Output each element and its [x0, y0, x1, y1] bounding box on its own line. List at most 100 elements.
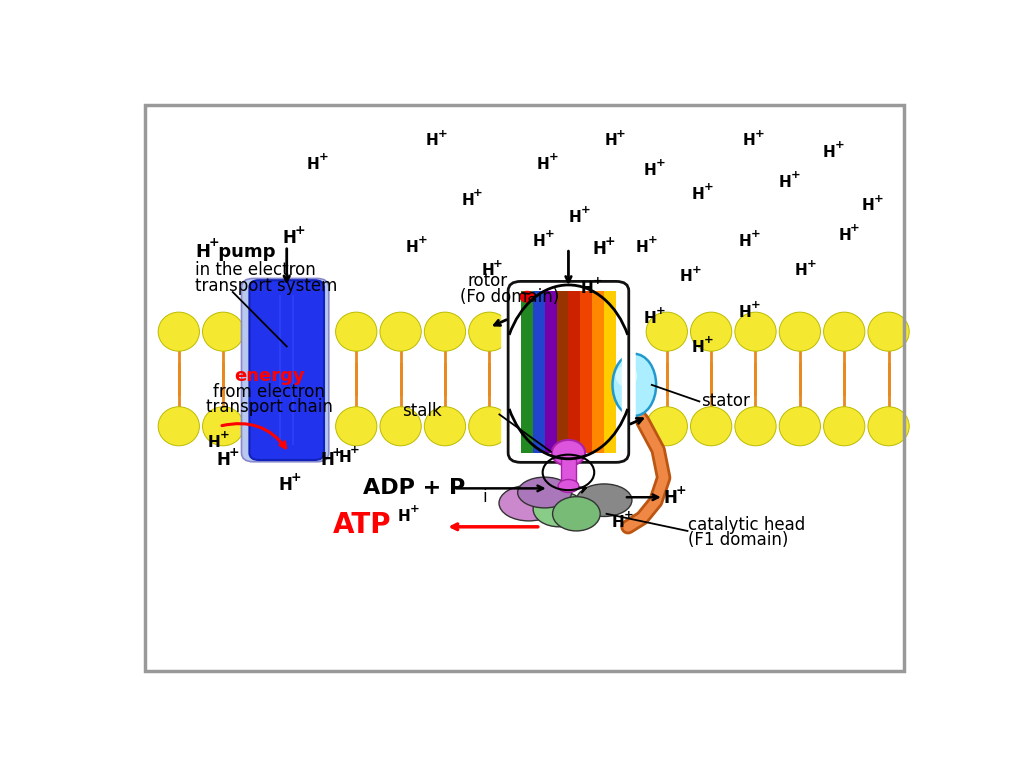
Ellipse shape [336, 407, 377, 445]
Text: H: H [397, 509, 411, 524]
Ellipse shape [735, 407, 776, 445]
Text: H: H [795, 263, 807, 279]
Circle shape [520, 291, 535, 302]
Text: +: + [655, 158, 666, 168]
Text: H: H [592, 240, 606, 258]
Text: +: + [691, 264, 701, 274]
Bar [581, 291, 592, 453]
Ellipse shape [158, 407, 200, 445]
Ellipse shape [646, 312, 687, 351]
Ellipse shape [380, 407, 421, 445]
Ellipse shape [203, 407, 244, 445]
Ellipse shape [615, 365, 637, 387]
Text: +: + [350, 445, 360, 455]
Text: +: + [807, 259, 816, 269]
Text: +: + [703, 182, 713, 192]
Text: +: + [616, 128, 626, 138]
Text: +: + [291, 472, 301, 485]
Text: H: H [664, 489, 678, 507]
Text: i: i [482, 488, 486, 505]
Text: +: + [648, 235, 657, 245]
Text: (F1 domain): (F1 domain) [688, 531, 788, 549]
Text: stator: stator [701, 392, 750, 410]
Text: +: + [751, 229, 761, 239]
Text: H: H [680, 270, 692, 284]
Text: H: H [217, 451, 230, 468]
Ellipse shape [469, 312, 510, 351]
Text: H: H [739, 234, 752, 249]
Text: H: H [568, 210, 582, 225]
Text: H: H [743, 134, 756, 148]
Bar [545, 291, 557, 453]
Ellipse shape [158, 312, 200, 351]
Text: (Fo domain): (Fo domain) [460, 288, 559, 306]
Bar [521, 291, 532, 453]
Text: H: H [644, 311, 656, 326]
FancyBboxPatch shape [250, 280, 324, 460]
Text: H: H [604, 134, 616, 148]
Text: +: + [655, 306, 666, 316]
Text: +: + [624, 510, 634, 520]
Ellipse shape [558, 479, 579, 492]
Text: +: + [494, 259, 503, 269]
Text: H: H [739, 305, 752, 320]
Ellipse shape [499, 485, 558, 521]
Text: transport chain: transport chain [206, 399, 333, 416]
Text: H: H [532, 234, 546, 249]
Text: ADP + P: ADP + P [362, 478, 465, 498]
Ellipse shape [577, 484, 632, 516]
Text: H: H [321, 451, 334, 468]
Text: H: H [581, 281, 593, 296]
Bar [532, 291, 545, 453]
Text: H: H [778, 175, 792, 190]
Ellipse shape [612, 354, 656, 416]
Ellipse shape [553, 497, 600, 531]
Text: +: + [850, 223, 860, 233]
Text: +: + [581, 205, 590, 215]
Text: +: + [208, 236, 219, 249]
Text: H: H [481, 263, 494, 279]
Text: H: H [196, 243, 211, 261]
Ellipse shape [203, 312, 244, 351]
Ellipse shape [424, 312, 466, 351]
Text: +: + [592, 276, 602, 286]
Ellipse shape [518, 477, 571, 508]
FancyBboxPatch shape [242, 279, 329, 462]
Bar [592, 291, 604, 453]
Text: +: + [604, 235, 614, 248]
Text: pump: pump [212, 243, 275, 261]
Text: H: H [279, 476, 293, 494]
Text: H: H [691, 340, 705, 356]
Text: +: + [410, 504, 420, 514]
Ellipse shape [380, 312, 421, 351]
Ellipse shape [646, 407, 687, 445]
Ellipse shape [690, 407, 732, 445]
Text: +: + [332, 446, 343, 458]
Text: H: H [644, 163, 656, 178]
Text: +: + [228, 446, 240, 458]
Text: +: + [473, 187, 483, 197]
Text: rotor: rotor [468, 273, 508, 290]
Text: H: H [822, 145, 836, 161]
Text: catalytic head: catalytic head [688, 516, 806, 534]
Text: H: H [461, 193, 474, 207]
Ellipse shape [336, 312, 377, 351]
Text: stalk: stalk [401, 402, 441, 421]
Ellipse shape [779, 312, 820, 351]
Bar [561, 458, 575, 485]
Ellipse shape [868, 312, 909, 351]
Text: +: + [751, 300, 761, 310]
Ellipse shape [735, 312, 776, 351]
Text: +: + [703, 336, 713, 346]
Text: H: H [306, 157, 319, 172]
Text: transport system: transport system [196, 276, 338, 295]
Text: H: H [537, 157, 550, 172]
Text: energy: energy [233, 367, 304, 385]
Text: +: + [549, 152, 558, 162]
Text: +: + [874, 194, 884, 204]
Text: H: H [207, 435, 220, 450]
Ellipse shape [424, 407, 466, 445]
Text: +: + [318, 152, 329, 162]
Text: +: + [295, 224, 305, 237]
Text: +: + [418, 235, 427, 245]
